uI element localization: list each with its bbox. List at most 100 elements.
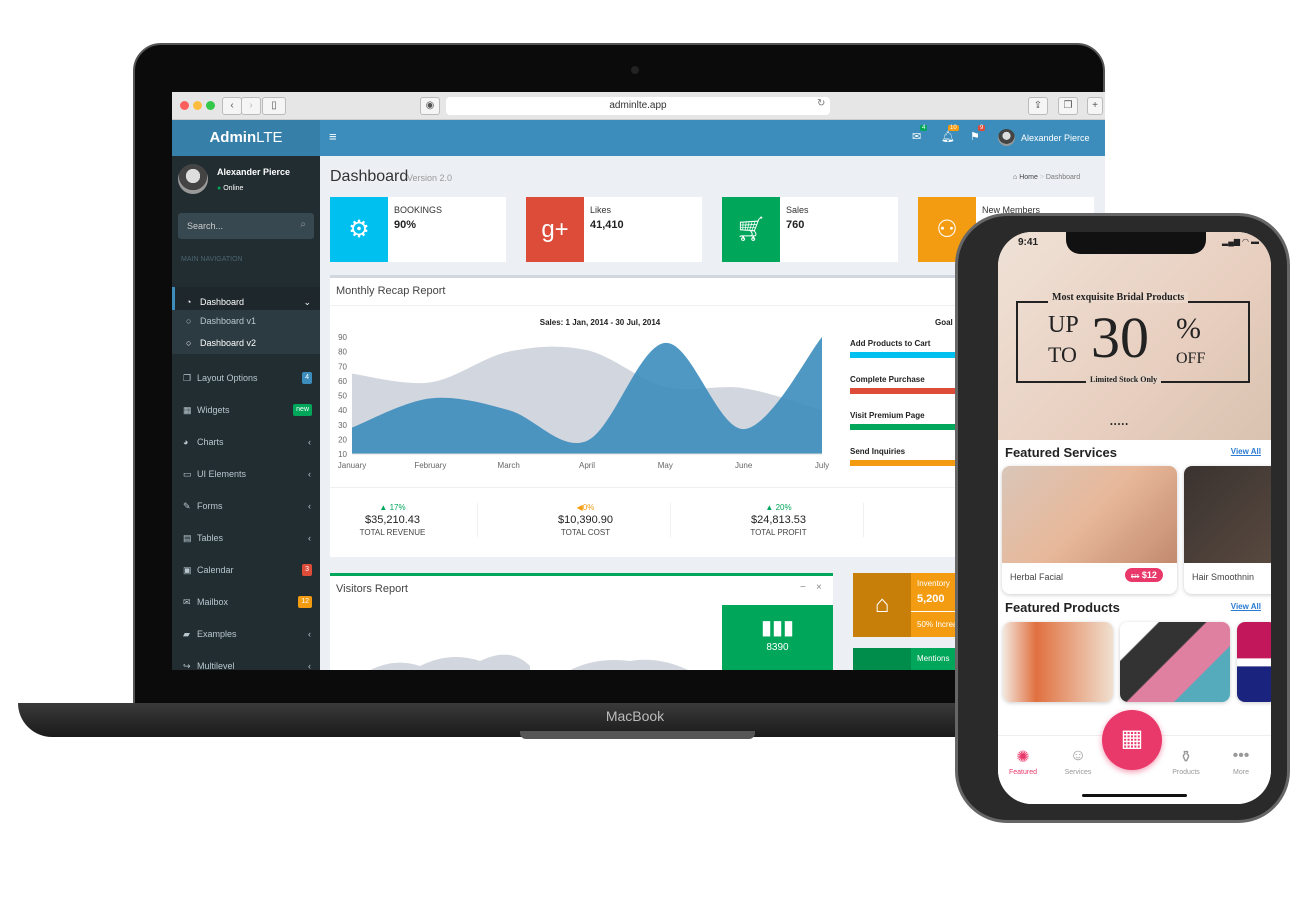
circle-icon: ○ — [186, 338, 192, 348]
tab-label: Featured — [1008, 769, 1038, 776]
calendar-icon: ▣ — [183, 565, 192, 575]
close-box-button[interactable]: × — [816, 582, 822, 593]
more-icon: ••• — [1232, 747, 1250, 764]
forward-icon[interactable]: › — [241, 97, 261, 115]
tab-services[interactable]: ☺ Services — [1053, 747, 1103, 776]
service-card[interactable]: Herbal Facial $15 $12 — [1002, 466, 1177, 594]
tab-products[interactable]: ⚱ Products — [1161, 749, 1211, 776]
minimize-window-button[interactable] — [193, 101, 202, 110]
laptop-base — [18, 703, 1018, 737]
info-box-label: Sales — [786, 205, 809, 215]
recap-stat: ▲ 17% $35,210.43 TOTAL REVENUE — [308, 503, 478, 537]
privacy-icon[interactable]: ◉ — [420, 97, 440, 115]
sidebar-item[interactable]: ◕ Charts ‹ — [172, 427, 320, 457]
sidebar-item[interactable]: ✎ Forms ‹ — [172, 491, 320, 521]
info-box: g+ Likes 41,410 — [526, 197, 702, 262]
notifications-icon[interactable]: 🔔︎ 10 — [941, 125, 959, 143]
sidebar-item-label: Dashboard v1 — [200, 316, 257, 326]
back-icon[interactable]: ‹ — [222, 97, 242, 115]
address-bar[interactable]: adminlte.app — [446, 97, 830, 115]
book-appointment-button[interactable]: ▦ — [1102, 710, 1162, 770]
online-dot-icon: ● — [217, 185, 222, 192]
flags-badge: 9 — [978, 125, 986, 131]
chevron-left-icon: ‹ — [308, 501, 311, 511]
goal-label: Complete Purchase — [850, 375, 925, 384]
google-plus-icon: g+ — [526, 197, 584, 262]
menu-toggle-icon[interactable]: ≡ — [329, 129, 337, 144]
maximize-window-button[interactable] — [206, 101, 215, 110]
breadcrumb-home[interactable]: Home — [1019, 174, 1038, 181]
tabs-icon[interactable]: ❐ — [1058, 97, 1078, 115]
stat-label: TOTAL COST — [560, 528, 611, 537]
nav-header: MAIN NAVIGATION — [181, 256, 243, 263]
featured-services-title: Featured Services — [1005, 445, 1118, 460]
status-time: 9:41 — [1018, 237, 1039, 248]
home-indicator — [1082, 794, 1187, 797]
share-icon[interactable]: ⇪ — [1028, 97, 1048, 115]
tab-label: Products — [1172, 769, 1200, 776]
sidebar-item[interactable]: ▦ Widgets new — [172, 395, 320, 425]
y-tick-label: 60 — [338, 377, 347, 386]
home-icon: ⌂ — [1013, 174, 1018, 181]
tab-label: More — [1233, 769, 1249, 776]
sidebar-item[interactable]: ▣ Calendar 3 — [172, 555, 320, 585]
user-avatar[interactable] — [998, 129, 1015, 146]
sidebar-badge: 12 — [298, 596, 312, 608]
sidebar-item[interactable]: ▤ Tables ‹ — [172, 523, 320, 553]
minimize-box-button[interactable]: − — [800, 582, 806, 593]
share-icon: ↪ — [183, 661, 191, 670]
close-window-button[interactable] — [180, 101, 189, 110]
carousel-dots[interactable]: ••••• — [1110, 420, 1130, 429]
flag-icon[interactable]: ⚑ 9 — [970, 125, 986, 143]
edit-icon: ✎ — [183, 501, 191, 511]
search-icon[interactable]: ⌕ — [300, 219, 306, 230]
sidebar: Alexander Pierce ● Online Search... ⌕ MA… — [172, 156, 320, 670]
x-tick-label: April — [579, 461, 595, 470]
search-input[interactable]: Search... ⌕ — [178, 213, 314, 239]
sidebar-item[interactable]: ▰ Examples ‹ — [172, 619, 320, 649]
sidebar-toggle-icon[interactable]: ▯ — [262, 97, 286, 115]
page-title: Dashboard — [330, 168, 409, 185]
y-tick-label: 40 — [338, 406, 347, 415]
sidebar-item[interactable]: ▭ UI Elements ‹ — [172, 459, 320, 489]
product-card[interactable] — [1003, 622, 1113, 702]
sidebar-item[interactable]: ✉ Mailbox 12 — [172, 587, 320, 617]
browser-toolbar: ‹ › ▯ ◉ adminlte.app ↻ ⇪ ❐ + — [172, 92, 1105, 120]
service-card[interactable]: Hair Smoothnin — [1184, 466, 1271, 594]
sidebar-badge: 4 — [302, 372, 312, 384]
messages-icon[interactable]: ✉ 4 — [912, 125, 928, 143]
reload-icon[interactable]: ↻ — [817, 98, 826, 109]
sidebar-item-label: Charts — [197, 437, 224, 447]
x-tick-label: March — [498, 461, 520, 470]
tab-more[interactable]: ••• More — [1216, 747, 1266, 776]
services-view-all-link[interactable]: View All — [1230, 447, 1261, 456]
banner-bottom: Limited Stock Only — [1086, 375, 1162, 384]
promo-banner[interactable]: 9:41 ▂▄▆ ◠ ▬ Most exquisite Bridal Produ… — [998, 232, 1271, 440]
products-view-all-link[interactable]: View All — [1230, 602, 1261, 611]
phone-notch — [1066, 232, 1206, 254]
logo-light: LTE — [256, 129, 283, 146]
th-icon: ▦ — [183, 405, 192, 415]
monthly-recap-box: Monthly Recap Report Sales: 1 Jan, 2014 … — [330, 275, 1010, 557]
sidebar-badge: 3 — [302, 564, 312, 576]
goal-label: Add Products to Cart — [850, 339, 931, 348]
sidebar-item[interactable]: ○ Dashboard v1 — [172, 310, 320, 332]
price-badge[interactable]: $15 $12 — [1125, 568, 1163, 582]
top-navbar: ≡ ✉ 4 🔔︎ 10 ⚑ 9 Alexander Pierce — [320, 120, 1105, 156]
user-panel-name: Alexander Pierce — [217, 167, 291, 177]
new-tab-icon[interactable]: + — [1087, 97, 1103, 115]
app-logo[interactable]: AdminLTE — [172, 120, 320, 156]
chevron-left-icon: ‹ — [308, 469, 311, 479]
sidebar-item[interactable]: ○ Dashboard v2 — [172, 332, 320, 354]
stat-percentage: ▲ 17% — [379, 503, 406, 512]
dashboard-icon: ◔ — [186, 297, 192, 307]
goal-progress-bar — [850, 352, 990, 358]
world-map[interactable] — [330, 626, 720, 670]
sidebar-item[interactable]: ❐ Layout Options 4 — [172, 363, 320, 393]
sidebar-item[interactable]: ↪ Multilevel ‹ — [172, 651, 320, 670]
product-card[interactable] — [1237, 622, 1271, 702]
tab-featured[interactable]: ✺ Featured — [998, 749, 1048, 776]
user-menu[interactable]: Alexander Pierce — [1021, 133, 1090, 143]
product-card[interactable] — [1120, 622, 1230, 702]
sales-area-chart: 10 20 30 40 50 60 70 80 90 January February March Ap… — [338, 333, 829, 470]
